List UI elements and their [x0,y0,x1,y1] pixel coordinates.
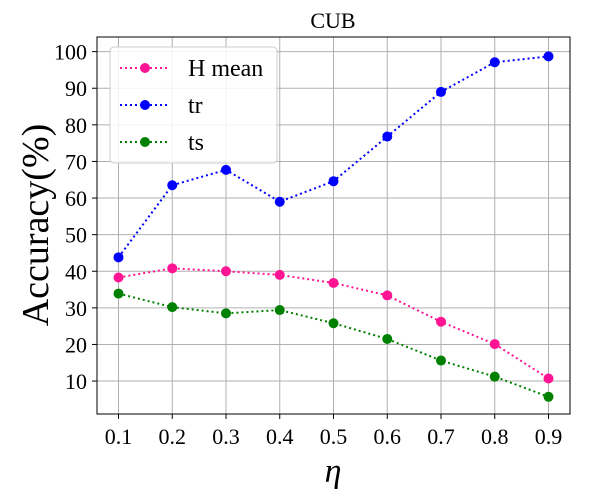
chart-title: CUB [310,8,355,33]
legend-marker [140,100,150,110]
data-point [167,302,178,313]
y-tick-label: 80 [65,113,87,138]
data-point [328,277,339,288]
y-tick-label: 50 [65,223,87,248]
data-point [328,176,339,187]
data-point [436,355,446,366]
data-point [436,316,446,327]
x-tick-label: 0.4 [266,424,294,449]
y-tick-label: 20 [65,332,87,357]
data-point [274,196,285,207]
legend-item: tr [120,93,203,119]
data-point [167,263,178,274]
y-tick-label: 40 [65,259,87,284]
legend-box [109,46,278,164]
data-point [382,290,393,301]
x-tick-label: 0.8 [481,424,509,449]
legend-marker [140,137,150,147]
y-tick-label: 10 [65,369,87,394]
data-point [489,371,500,382]
y-tick-label: 70 [65,149,87,174]
series-h-mean [113,263,554,384]
series-tr [113,51,554,263]
data-point [113,288,124,299]
x-tick-label: 0.2 [159,424,187,449]
data-point [167,180,178,191]
y-tick-label: 60 [65,186,87,211]
data-point [113,272,124,283]
series-ts [113,288,554,402]
data-point [274,305,285,316]
y-tick-label: 100 [54,40,87,65]
tick-layer: 0.1 0.2 0.3 0.4 0.5 0.6 0.7 0.8 0.9 10 20 30 40 50 60 7… [54,40,562,449]
x-axis-label: η [325,453,342,490]
data-point [113,252,124,263]
data-point [489,57,500,68]
y-tick-label: 90 [65,76,87,101]
data-point [221,164,231,175]
data-point [436,86,446,97]
data-point [328,318,339,329]
data-point [543,51,554,62]
legend-label: H mean [188,56,263,82]
data-point [221,266,231,277]
y-tick-label: 30 [65,296,87,321]
legend-label: ts [188,130,204,156]
data-point [382,333,393,344]
legend-label: tr [188,93,203,119]
data-point [543,373,554,384]
legend-item: ts [120,130,204,156]
x-tick-label: 0.7 [427,424,455,449]
x-tick-label: 0.3 [212,424,240,449]
legend-marker [140,63,150,73]
series-layer [113,51,554,402]
legend: H mean tr ts [109,46,278,164]
data-point [221,308,231,319]
x-tick-label: 0.9 [535,424,563,449]
y-axis-label: Accuracy(%) [15,124,57,327]
legend-item: H mean [120,56,263,82]
x-tick-label: 0.5 [320,424,348,449]
series-line [118,292,549,398]
data-point [382,131,393,142]
data-point [543,391,554,402]
x-tick-label: 0.6 [374,424,402,449]
data-point [274,269,285,280]
data-point [489,339,500,350]
x-tick-label: 0.1 [105,424,133,449]
